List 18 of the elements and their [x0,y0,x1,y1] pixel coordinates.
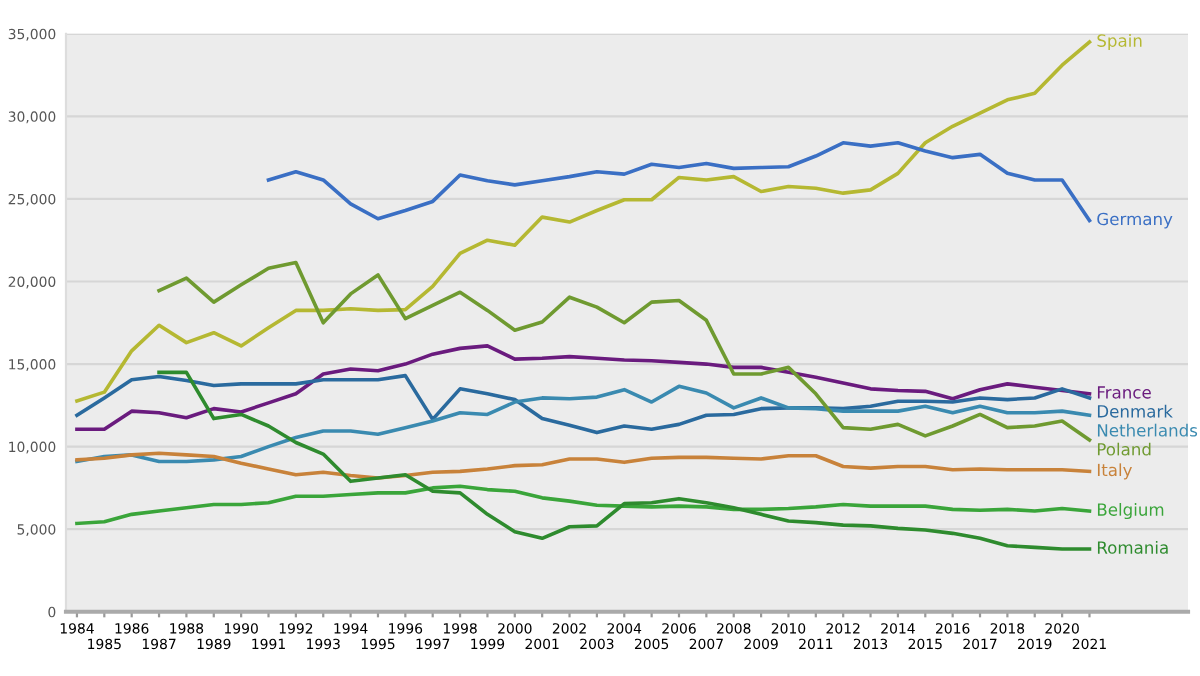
series-label: Romania [1097,540,1168,554]
series-label: Denmark [1097,404,1173,418]
line-series [75,373,1092,435]
line-series [75,40,1092,403]
line-series [157,370,1092,551]
line-series [75,344,1092,432]
line-series [266,140,1092,223]
series-label: Italy [1097,463,1132,480]
line-series [75,484,1092,526]
series-label: Poland [1097,442,1151,456]
series-label: Belgium [1097,502,1164,520]
line-series [75,451,1092,480]
series-label: Germany [1097,212,1173,229]
series-label: France [1097,386,1151,399]
line-series [157,260,1092,442]
line-series [75,384,1092,464]
series-label: Spain [1097,33,1142,51]
series-label: Netherlands [1097,423,1198,437]
